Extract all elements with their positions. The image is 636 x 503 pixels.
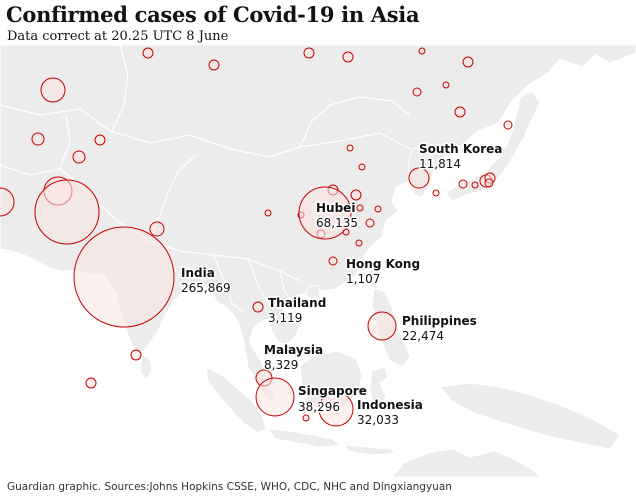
country-bubble	[358, 163, 366, 171]
country-bubble	[264, 209, 272, 217]
country-bubble	[346, 144, 354, 152]
border-line	[299, 96, 411, 148]
case-count: 8,329	[264, 358, 298, 372]
bubble-indonesia	[318, 391, 354, 427]
case-count: 32,033	[357, 413, 399, 427]
country-bubble	[418, 47, 426, 55]
country-bubble	[34, 179, 100, 245]
land-sumatra	[205, 366, 267, 434]
land-java	[266, 428, 342, 448]
country-bubble	[374, 205, 382, 213]
bubble-hong-kong	[328, 256, 338, 266]
land-japan	[445, 90, 541, 202]
country-bubble	[503, 120, 513, 130]
bubble-singapore	[255, 377, 295, 417]
country-bubble	[365, 218, 375, 228]
country-bubble	[471, 181, 479, 189]
label-malaysia: Malaysia 8,329	[263, 342, 325, 374]
border-line	[111, 45, 129, 132]
case-count: 11,814	[419, 157, 461, 171]
asia-map-svg: South Korea 11,814 Hubei 68,135 India 26…	[0, 45, 636, 477]
country-bubble	[85, 377, 97, 389]
country-bubble	[356, 204, 364, 212]
case-count: 1,107	[346, 272, 380, 286]
country-bubble	[442, 81, 450, 89]
country-bubble	[302, 414, 310, 422]
place-name: Philippines	[402, 314, 477, 328]
border-line	[247, 258, 269, 304]
country-bubble	[462, 56, 474, 68]
place-labels: South Korea 11,814 Hubei 68,135 India 26…	[180, 141, 504, 429]
country-bubble	[149, 221, 165, 237]
label-india: India 265,869	[180, 265, 233, 297]
place-name: Singapore	[298, 384, 367, 398]
land-lesser-sunda	[343, 444, 398, 456]
place-name: Hubei	[316, 201, 355, 215]
land-taiwan	[369, 264, 381, 290]
asia-map: South Korea 11,814 Hubei 68,135 India 26…	[0, 45, 636, 477]
border-line	[213, 254, 245, 314]
country-bubble	[94, 134, 106, 146]
land-hainan	[305, 284, 321, 300]
case-count: 3,119	[268, 311, 302, 325]
label-thailand: Thailand 3,119	[267, 295, 328, 327]
country-bubble	[458, 179, 468, 189]
place-name: Indonesia	[357, 398, 423, 412]
case-count: 68,135	[316, 216, 358, 230]
country-bubble	[342, 51, 354, 63]
country-bubble	[432, 189, 440, 197]
country-bubble	[142, 47, 154, 59]
label-hubei: Hubei 68,135	[315, 200, 360, 232]
country-bubble	[303, 47, 315, 59]
country-bubble	[31, 132, 45, 146]
country-bubble	[130, 349, 142, 361]
labelled-bubbles	[73, 167, 430, 427]
label-south-korea: South Korea 11,814	[418, 141, 504, 173]
bubble-thailand	[252, 301, 264, 313]
bubble-philippines	[367, 311, 397, 341]
case-count: 38,296	[298, 400, 340, 414]
country-bubble	[484, 178, 494, 188]
country-bubble	[454, 106, 466, 118]
case-count: 265,869	[181, 281, 231, 295]
country-bubble	[350, 189, 362, 201]
border-line	[0, 104, 411, 158]
source-credit: Guardian graphic. Sources:Johns Hopkins …	[7, 481, 452, 493]
label-indonesia: Indonesia 32,033	[356, 397, 425, 429]
land-sri-lanka	[139, 354, 153, 380]
label-hong-kong: Hong Kong 1,107	[345, 256, 422, 288]
border-line	[279, 270, 291, 302]
place-name: South Korea	[419, 142, 502, 156]
label-philippines: Philippines 22,474	[401, 313, 479, 345]
place-name: Malaysia	[264, 343, 323, 357]
label-singapore: Singapore 38,296	[297, 383, 369, 416]
land-sulawesi	[369, 366, 389, 410]
place-name: India	[181, 266, 215, 280]
country-bubble	[0, 187, 15, 217]
land-australia	[391, 448, 541, 477]
case-count: 22,474	[402, 329, 444, 343]
land-new-guinea	[439, 382, 621, 450]
country-bubble	[412, 87, 422, 97]
bubble-south-korea	[408, 167, 430, 189]
country-bubble	[72, 150, 86, 164]
bubble-hubei	[298, 186, 352, 240]
chart-title: Confirmed cases of Covid-19 in Asia	[6, 2, 420, 27]
country-bubble	[40, 77, 66, 103]
bubble-india	[73, 226, 175, 328]
chart-subtitle: Data correct at 20.25 UTC 8 June	[7, 29, 229, 44]
place-name: Hong Kong	[346, 257, 420, 271]
country-bubble	[355, 239, 363, 247]
country-bubble	[208, 59, 220, 71]
border-line	[59, 114, 71, 170]
place-name: Thailand	[268, 296, 326, 310]
